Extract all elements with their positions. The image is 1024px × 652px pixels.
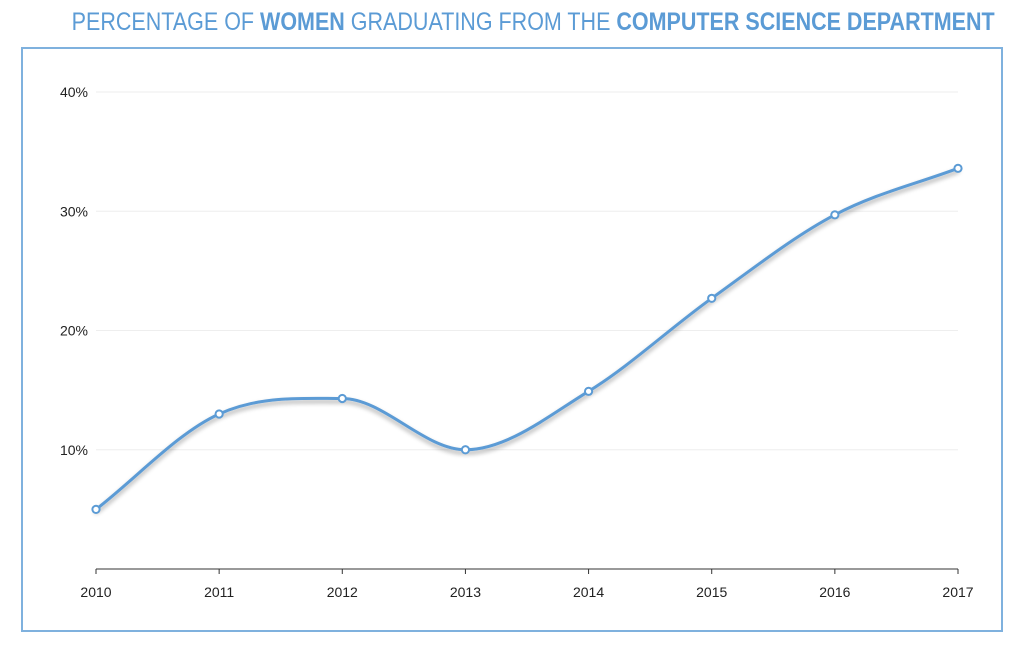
x-tick-label: 2017 — [942, 584, 973, 600]
data-point-2017 — [953, 163, 963, 173]
x-tick-label: 2011 — [204, 584, 234, 600]
title-part-1: PERCENTAGE OF — [71, 8, 261, 36]
chart-frame — [21, 47, 1003, 632]
title-part-2: WOMEN — [260, 8, 345, 36]
data-point-2016 — [830, 210, 840, 220]
x-axis — [95, 568, 959, 574]
y-tick-label: 20% — [60, 323, 88, 339]
series-line-group — [94, 166, 960, 511]
data-point-2012 — [337, 393, 347, 404]
y-tick-label: 30% — [60, 203, 88, 219]
series-line — [94, 166, 960, 511]
y-tick-label: 10% — [60, 442, 88, 458]
y-tick-label: 40% — [60, 84, 88, 100]
x-tick-label: 2016 — [819, 584, 850, 600]
gridlines — [96, 91, 958, 451]
x-tick-label: 2015 — [696, 584, 727, 600]
data-points — [91, 163, 963, 514]
data-point-2013 — [460, 445, 471, 455]
x-tick-label: 2013 — [450, 584, 481, 600]
chart-title: PERCENTAGE OF WOMEN GRADUATING FROM THE … — [71, 8, 995, 37]
y-tick-labels: 10% 20% 30% 40% — [60, 84, 88, 458]
data-point-2010 — [91, 504, 101, 514]
x-tick-label: 2010 — [80, 584, 111, 600]
x-tick-label: 2012 — [327, 584, 358, 600]
title-part-3: GRADUATING FROM THE — [344, 8, 617, 36]
x-tick-labels: 2010 2011 2012 2013 2014 2015 2016 2017 — [80, 584, 973, 600]
x-tick-label: 2014 — [573, 584, 604, 600]
title-part-4: COMPUTER SCIENCE DEPARTMENT — [616, 8, 995, 36]
data-point-2015 — [707, 293, 717, 303]
data-point-2011 — [214, 409, 224, 419]
data-point-2014 — [583, 386, 594, 396]
